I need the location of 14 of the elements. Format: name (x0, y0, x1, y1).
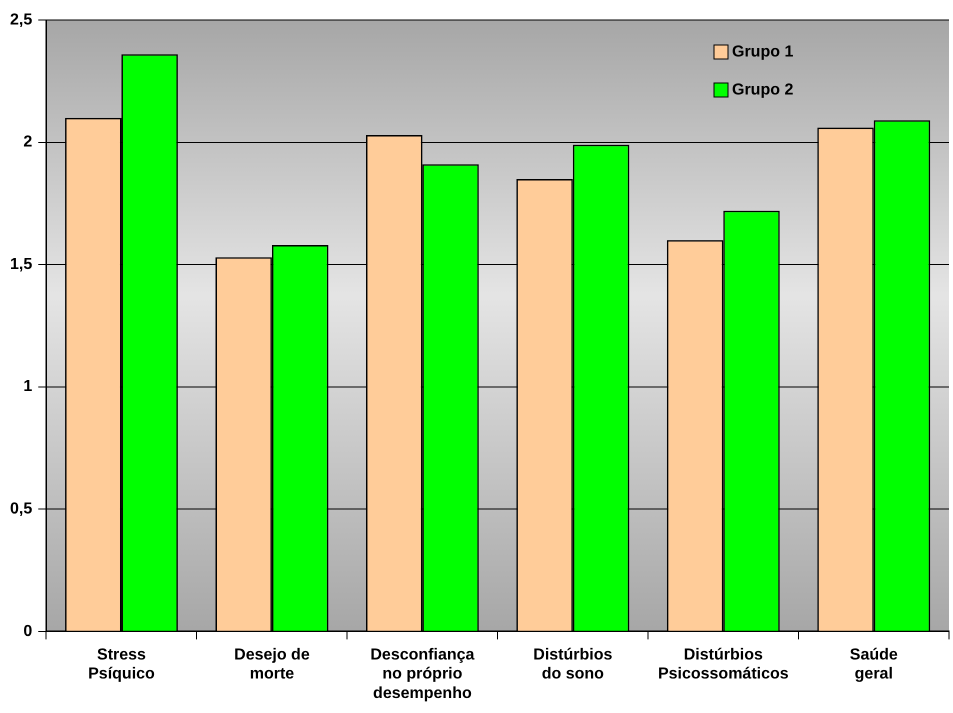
y-tick-label: 0 (23, 622, 32, 640)
x-tick-label: Desejo de morte (234, 646, 310, 683)
y-tick-label: 1 (23, 378, 32, 396)
y-tick-label: 2 (23, 134, 32, 151)
x-tick-label: Stress Psíquico (88, 646, 156, 683)
legend-label: Grupo 1 (732, 43, 794, 60)
y-tick-label: 0,5 (10, 500, 32, 518)
legend-label: Grupo 2 (732, 81, 794, 98)
x-tick-label: Distúrbios Psicossomáticos (658, 646, 789, 683)
x-tick-label: Desconfiança no próprio desempenho (370, 646, 475, 702)
y-tick-label: 1,5 (10, 256, 32, 273)
x-tick-label: Saúde geral (850, 646, 898, 683)
y-tick-label: 2,5 (10, 11, 32, 28)
x-tick-label: Distúrbios do sono (533, 646, 613, 683)
